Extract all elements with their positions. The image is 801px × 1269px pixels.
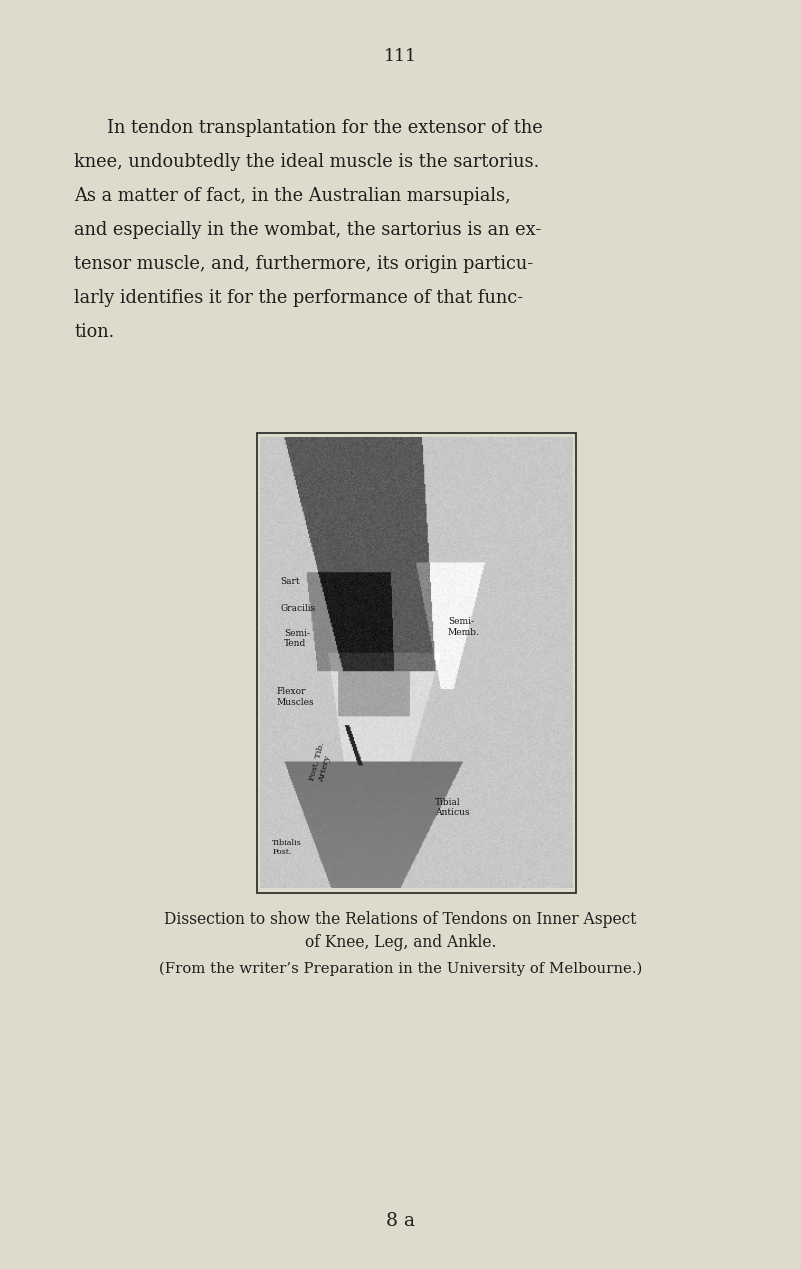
- Text: Semi-
Tend: Semi- Tend: [284, 628, 310, 648]
- Text: tion.: tion.: [74, 322, 115, 340]
- Text: of Knee, Leg, and Ankle.: of Knee, Leg, and Ankle.: [304, 934, 497, 950]
- Text: Flexor
Muscles: Flexor Muscles: [276, 687, 314, 707]
- Text: In tendon transplantation for the extensor of the: In tendon transplantation for the extens…: [107, 118, 542, 137]
- Text: Gracilis: Gracilis: [280, 604, 316, 613]
- Text: (From the writer’s Preparation in the University of Melbourne.): (From the writer’s Preparation in the Un…: [159, 962, 642, 976]
- Text: Tibialis
Post.: Tibialis Post.: [272, 839, 302, 857]
- Text: Post. Tib.
Artery: Post. Tib. Artery: [308, 741, 335, 783]
- Text: Semi-
Memb.: Semi- Memb.: [448, 617, 480, 637]
- Text: 8 a: 8 a: [386, 1212, 415, 1230]
- Text: 111: 111: [384, 48, 417, 65]
- Text: larly identifies it for the performance of that func-: larly identifies it for the performance …: [74, 288, 524, 307]
- Text: tensor muscle, and, furthermore, its origin particu-: tensor muscle, and, furthermore, its ori…: [74, 255, 533, 273]
- Text: and especially in the wombat, the sartorius is an ex-: and especially in the wombat, the sartor…: [74, 221, 541, 239]
- Text: Dissection to show the Relations of Tendons on Inner Aspect: Dissection to show the Relations of Tend…: [164, 911, 637, 928]
- Text: As a matter of fact, in the Australian marsupials,: As a matter of fact, in the Australian m…: [74, 187, 511, 204]
- Text: Sart: Sart: [280, 577, 300, 586]
- Text: Tibial
Anticus: Tibial Anticus: [435, 797, 470, 817]
- Bar: [257, 433, 576, 893]
- Text: knee, undoubtedly the ideal muscle is the sartorius.: knee, undoubtedly the ideal muscle is th…: [74, 152, 540, 170]
